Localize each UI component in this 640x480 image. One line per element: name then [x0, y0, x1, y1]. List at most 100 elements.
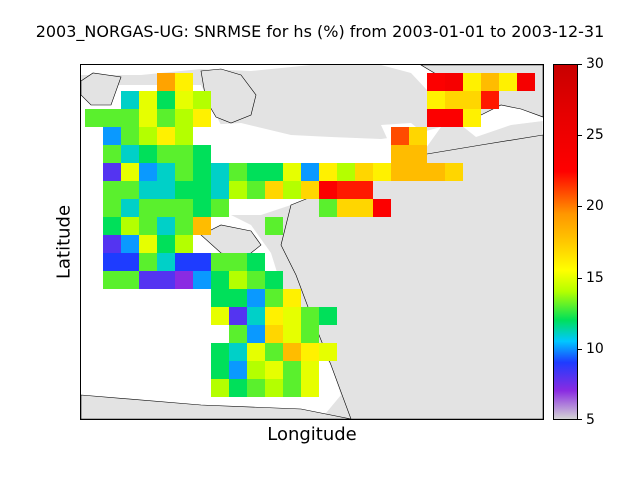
grid-cell	[445, 109, 463, 127]
grid-cell	[211, 181, 229, 199]
map-canvas	[81, 65, 543, 419]
colorbar-tick-label: 10	[586, 340, 604, 357]
grid-cell	[463, 73, 481, 91]
grid-cell	[193, 199, 211, 217]
grid-cell	[283, 181, 301, 199]
grid-cell	[211, 343, 229, 361]
grid-cell	[229, 307, 247, 325]
grid-cell	[337, 199, 355, 217]
grid-cell	[301, 307, 319, 325]
grid-cell	[211, 307, 229, 325]
grid-cell	[157, 271, 175, 289]
grid-cell	[427, 163, 445, 181]
grid-cell	[445, 91, 463, 109]
grid-cell	[265, 181, 283, 199]
grid-cell	[481, 91, 499, 109]
grid-cell	[139, 217, 157, 235]
grid-cell	[103, 271, 121, 289]
grid-cell	[193, 109, 211, 127]
grid-cell	[157, 181, 175, 199]
grid-cell	[157, 199, 175, 217]
grid-cell	[301, 343, 319, 361]
grid-cell	[211, 271, 229, 289]
grid-cell	[85, 109, 103, 127]
colorbar-tick-label: 30	[586, 56, 604, 72]
grid-cell	[175, 127, 193, 145]
grid-cell	[247, 307, 265, 325]
grid-cell	[247, 343, 265, 361]
grid-cell	[193, 145, 211, 163]
grid-cell	[247, 379, 265, 397]
grid-cell	[229, 379, 247, 397]
grid-cell	[121, 235, 139, 253]
grid-cell	[265, 379, 283, 397]
grid-cell	[157, 73, 175, 91]
grid-cell	[139, 163, 157, 181]
grid-cell	[301, 379, 319, 397]
grid-cell	[103, 109, 121, 127]
grid-cell	[283, 163, 301, 181]
grid-cell	[157, 217, 175, 235]
colorbar-tick-label: 5	[586, 412, 595, 428]
grid-cell	[193, 253, 211, 271]
grid-cell	[463, 91, 481, 109]
grid-cell	[319, 163, 337, 181]
colorbar-tick	[578, 419, 582, 420]
grid-cell	[247, 271, 265, 289]
grid-cell	[301, 325, 319, 343]
grid-cell	[301, 181, 319, 199]
grid-cell	[175, 145, 193, 163]
grid-cell	[265, 271, 283, 289]
land-ireland	[81, 72, 122, 106]
grid-cell	[193, 217, 211, 235]
grid-cell	[247, 163, 265, 181]
grid-cell	[229, 181, 247, 199]
land-spain	[81, 394, 352, 419]
grid-cell	[103, 253, 121, 271]
colorbar-ticks: 5 10 15 20 25 30	[578, 57, 638, 427]
grid-cell	[103, 181, 121, 199]
grid-cell	[121, 253, 139, 271]
colorbar	[553, 64, 578, 420]
grid-cell	[229, 361, 247, 379]
colorbar-tick-label: 25	[586, 127, 604, 144]
grid-cell	[103, 127, 121, 145]
colorbar-tick-label: 15	[586, 269, 604, 286]
grid-cell	[121, 109, 139, 127]
grid-cell	[157, 109, 175, 127]
grid-cell	[391, 163, 409, 181]
grid-cell	[139, 91, 157, 109]
grid-cell	[283, 289, 301, 307]
grid-cell	[121, 145, 139, 163]
grid-cell	[229, 253, 247, 271]
grid-cell	[193, 163, 211, 181]
grid-cell	[265, 361, 283, 379]
grid-cell	[175, 73, 193, 91]
grid-cell	[427, 109, 445, 127]
grid-cell	[103, 199, 121, 217]
grid-cell	[265, 163, 283, 181]
colorbar-gradient	[554, 65, 577, 419]
grid-cell	[211, 379, 229, 397]
grid-cell	[175, 181, 193, 199]
grid-cell	[301, 361, 319, 379]
grid-cell	[445, 73, 463, 91]
grid-cell	[211, 361, 229, 379]
snrmse-grid-layer	[85, 73, 535, 397]
grid-cell	[157, 127, 175, 145]
grid-cell	[283, 379, 301, 397]
grid-cell	[175, 199, 193, 217]
grid-cell	[265, 307, 283, 325]
grid-cell	[355, 199, 373, 217]
grid-cell	[283, 343, 301, 361]
grid-cell	[193, 91, 211, 109]
grid-cell	[193, 181, 211, 199]
grid-cell	[283, 307, 301, 325]
grid-cell	[103, 145, 121, 163]
colorbar-tick	[578, 64, 582, 65]
grid-cell	[409, 163, 427, 181]
grid-cell	[319, 307, 337, 325]
grid-cell	[121, 181, 139, 199]
grid-cell	[157, 91, 175, 109]
grid-cell	[139, 271, 157, 289]
